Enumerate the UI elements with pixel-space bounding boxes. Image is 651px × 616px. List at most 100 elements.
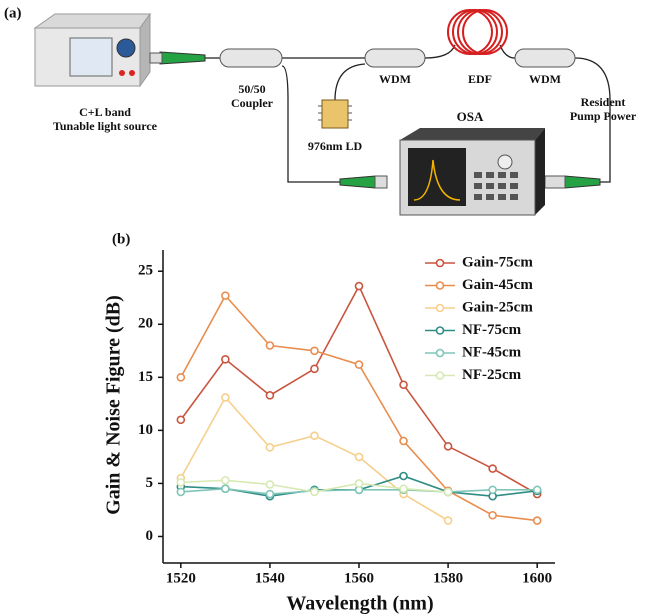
diagram-label: 976nm LD [308,139,363,153]
data-point [532,516,542,525]
coupler [219,48,283,68]
connector-ferrule [544,175,566,189]
data-point [354,452,364,462]
diagram-label: EDF [468,72,492,86]
device-screen [69,37,113,77]
diagram-label: Resident [581,95,626,109]
data-point [265,341,275,350]
y-tick-label: 25 [138,263,153,279]
data-point [265,489,275,499]
osa-screen [408,148,466,206]
y-axis-label: Gain & Noise Figure (dB) [103,295,125,515]
legend-marker [435,303,445,313]
data-point [399,484,408,494]
diagram-label: Pump Power [570,109,637,123]
diagram-label: OSA [457,109,484,124]
data-point [443,487,453,497]
connector-ferrule [149,52,163,64]
fiber [205,44,611,183]
fiber [334,63,366,101]
y-tick-label: 10 [138,422,153,438]
connector-ferrule [374,175,388,189]
data-point [399,436,408,446]
data-point [399,380,408,390]
setup-diagram: (a) [4,5,637,216]
legend-marker [435,348,445,358]
data-point [443,516,453,525]
data-point [310,487,319,497]
series-line [180,284,538,495]
data-point [221,354,230,364]
legend-marker [435,281,445,290]
device-button [129,70,135,76]
legend-label: NF-75cm [462,322,522,338]
y-tick-label: 20 [138,316,153,332]
connector [564,175,601,189]
data-point [176,487,186,497]
data-point [176,478,186,487]
x-tick-label: 1600 [522,570,552,586]
data-point [532,485,542,495]
device-knob [116,38,136,58]
data-point [221,291,230,300]
series-line [180,396,449,522]
legend-label: Gain-25cm [462,299,533,315]
diagram-label: WDM [529,72,561,86]
y-tick-label: 5 [146,475,154,491]
device-top [33,13,151,29]
osa-top [400,128,545,140]
data-point [310,346,319,356]
legend-marker [435,326,445,335]
data-point [354,281,364,291]
x-tick-label: 1540 [255,570,285,586]
osa-side [535,128,545,215]
y-tick-label: 15 [138,369,153,385]
data-point [176,415,186,425]
data-point [488,510,497,520]
ld-pins [318,105,352,121]
diagram-label: Coupler [231,96,274,110]
legend-marker [435,371,445,380]
data-point [354,360,364,369]
osa-keys [474,172,518,200]
legend-label: Gain-45cm [462,277,533,293]
legend-label: NF-25cm [462,367,522,383]
legend-marker [435,258,445,268]
panel-label: (a) [4,5,22,21]
connector [159,51,206,65]
pump-ld [321,99,349,129]
edf-coil [447,9,508,55]
osa-knob [497,154,513,170]
legend-label: Gain-75cm [462,254,533,270]
x-tick-label: 1560 [344,570,374,586]
wdm [514,48,576,68]
data-point [310,364,319,374]
diagram-label: C+L band [79,105,131,119]
y-tick-label: 0 [146,528,154,544]
wdm [364,48,426,68]
x-axis-label: Wavelength (nm) [286,593,433,615]
connector [339,175,376,189]
data-point [443,441,453,451]
diagram-label: WDM [379,72,411,86]
data-point [265,443,275,452]
x-tick-label: 1580 [433,570,463,586]
diagram-label: 50/50 [238,82,265,96]
data-point [310,431,319,440]
data-point [221,484,230,494]
osa-trace [413,159,461,201]
data-point [221,393,230,402]
data-point [488,485,497,495]
device-button [119,70,125,76]
data-point [265,391,275,400]
legend-label: NF-45cm [462,344,522,360]
data-point [221,475,230,485]
diagram-label: Tunable light source [53,119,158,133]
data-point [354,479,364,488]
panel-label: (b) [112,231,130,247]
x-tick-label: 1520 [166,570,196,586]
data-point [399,471,408,481]
data-point [265,480,275,489]
data-point [488,464,497,473]
